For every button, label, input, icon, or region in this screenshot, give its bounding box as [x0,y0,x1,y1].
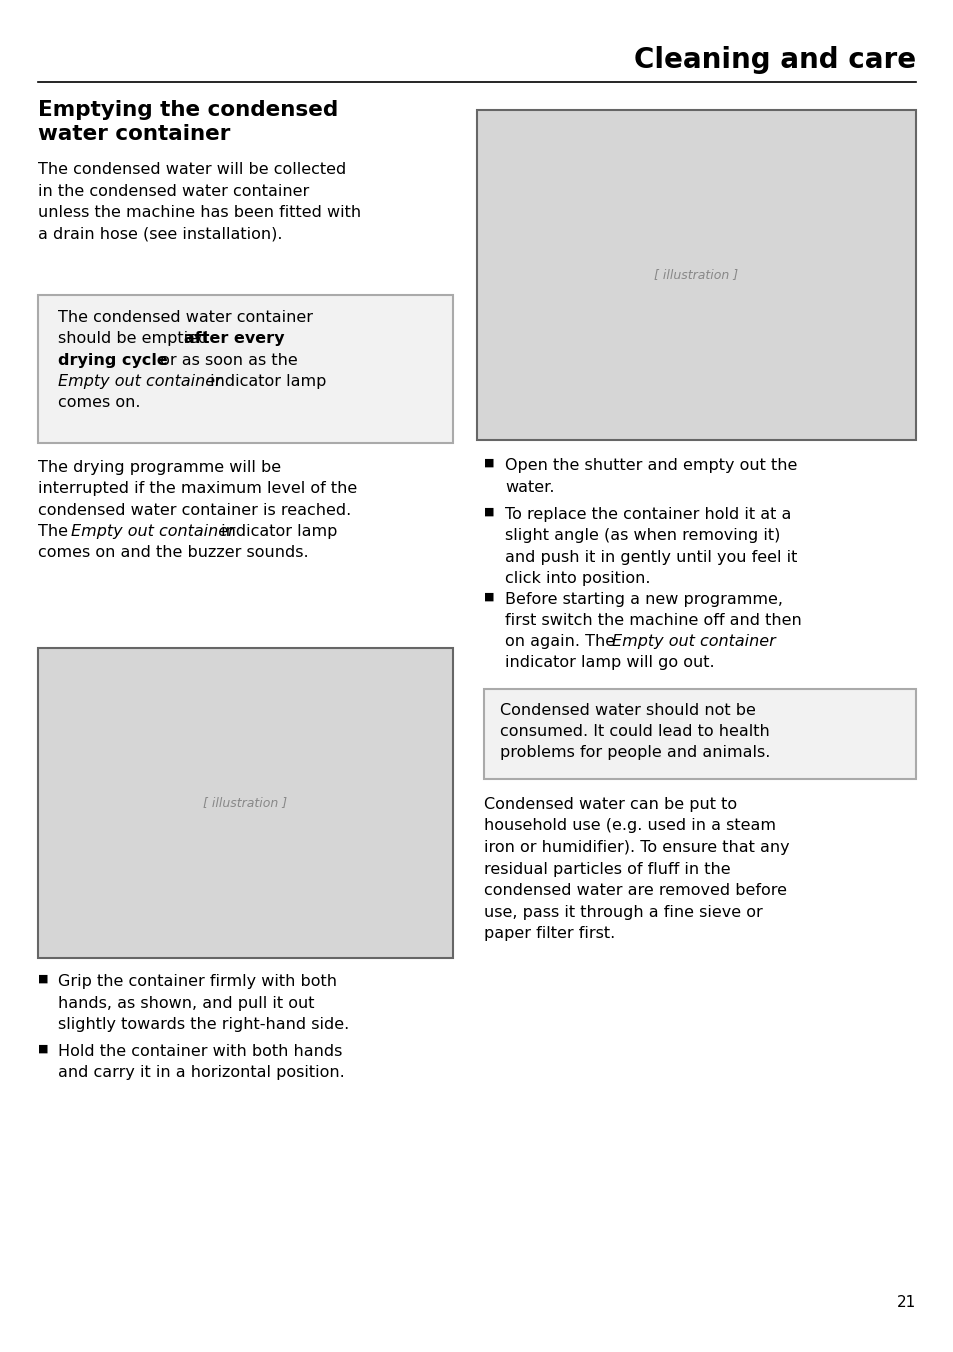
Text: Hold the container with both hands
and carry it in a horizontal position.: Hold the container with both hands and c… [58,1044,344,1080]
Text: interrupted if the maximum level of the: interrupted if the maximum level of the [38,481,356,496]
Text: condensed water container is reached.: condensed water container is reached. [38,503,351,518]
Text: ■: ■ [483,507,494,516]
Text: Cleaning and care: Cleaning and care [633,46,915,74]
Bar [38,295,453,443]
Text: Empty out container: Empty out container [58,373,221,389]
Text: [ illustration ]: [ illustration ] [203,796,287,810]
Text: ■: ■ [483,592,494,602]
Text: indicator lamp: indicator lamp [215,523,337,539]
Text: problems for people and animals.: problems for people and animals. [499,745,770,760]
Text: consumed. It could lead to health: consumed. It could lead to health [499,725,769,740]
Text: Emptying the condensed: Emptying the condensed [38,100,338,120]
Text: indicator lamp: indicator lamp [205,373,326,389]
Text: 21: 21 [896,1295,915,1310]
Text: [ illustration ]: [ illustration ] [654,269,738,281]
Text: Grip the container firmly with both
hands, as shown, and pull it out
slightly to: Grip the container firmly with both hand… [58,973,349,1032]
Text: after every: after every [184,331,284,346]
Text: drying cycle: drying cycle [58,353,168,368]
Text: should be emptied: should be emptied [58,331,213,346]
Text: The condensed water container: The condensed water container [58,310,313,324]
Text: water container: water container [38,124,230,145]
Text: ■: ■ [38,973,49,984]
Text: Condensed water can be put to
household use (e.g. used in a steam
iron or humidi: Condensed water can be put to household … [483,796,789,941]
Text: The: The [38,523,73,539]
Text: on again. The: on again. The [504,634,619,649]
Text: first switch the machine off and then: first switch the machine off and then [504,612,801,627]
Text: Before starting a new programme,: Before starting a new programme, [504,592,782,607]
Text: Empty out container: Empty out container [612,634,775,649]
Bar [38,648,453,959]
Text: ■: ■ [483,458,494,468]
Text: indicator lamp will go out.: indicator lamp will go out. [504,656,714,671]
Text: ■: ■ [38,1044,49,1053]
Text: Condensed water should not be: Condensed water should not be [499,703,755,718]
Text: comes on.: comes on. [58,395,140,410]
Text: To replace the container hold it at a
slight angle (as when removing it)
and pus: To replace the container hold it at a sl… [504,507,797,587]
Text: The condensed water will be collected
in the condensed water container
unless th: The condensed water will be collected in… [38,162,361,242]
Text: Open the shutter and empty out the
water.: Open the shutter and empty out the water… [504,458,797,495]
Text: or as soon as the: or as soon as the [154,353,297,368]
Bar [476,110,915,439]
Text: comes on and the buzzer sounds.: comes on and the buzzer sounds. [38,545,309,560]
Text: Empty out container: Empty out container [71,523,234,539]
Text: The drying programme will be: The drying programme will be [38,460,281,475]
Bar [483,688,915,779]
